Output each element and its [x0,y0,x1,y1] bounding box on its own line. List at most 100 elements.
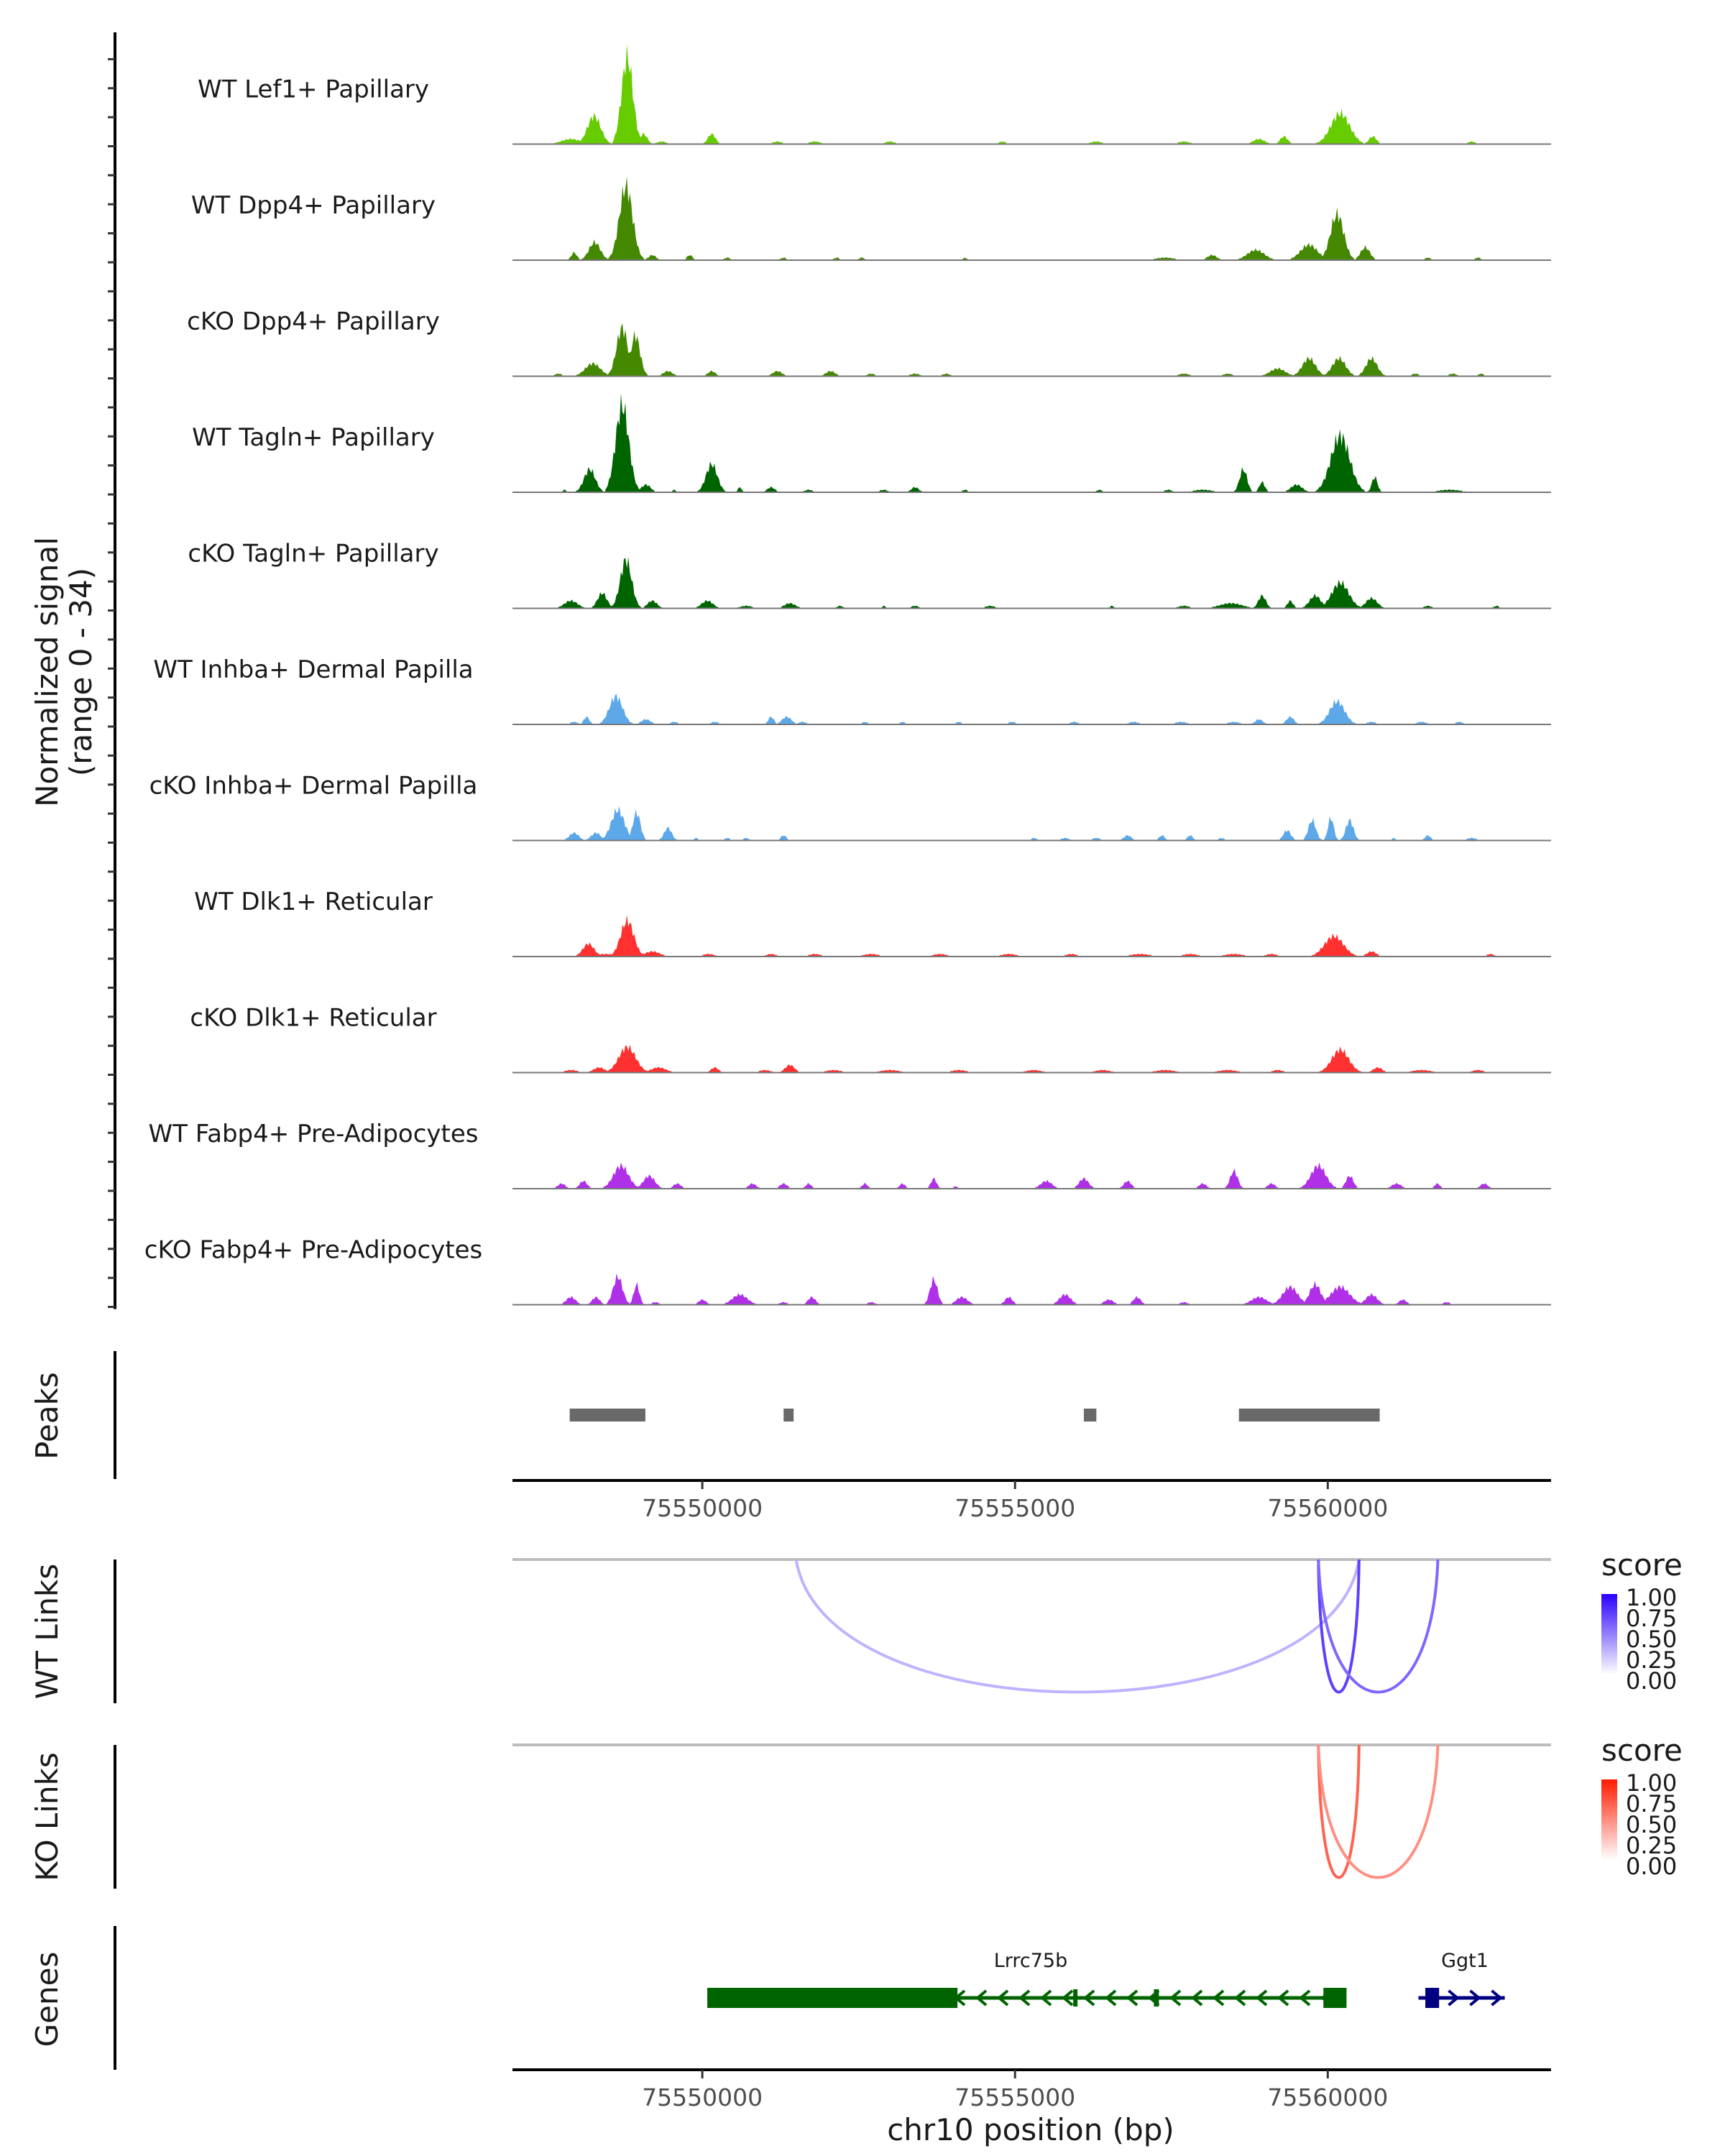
strand-arrow-icon [1233,1989,1246,2007]
strand-arrow-icon [1018,1989,1031,2007]
links-track-label: KO Links [29,1752,65,1881]
link-arc [1317,1559,1440,1694]
coverage-track: WT Dpp4+ Papillary [191,176,1551,261]
coverage-track: WT Lef1+ Papillary [198,44,1551,145]
strand-arrow-icon [1169,1989,1182,2007]
link-arc [1317,1744,1361,1879]
track-label: WT Dpp4+ Papillary [191,191,436,220]
peak-region [1238,1409,1380,1422]
gene-model: Ggt1 [1418,1950,1505,2008]
peak-region [569,1409,645,1422]
gene-exon [1425,1988,1440,2008]
strand-arrow-icon [1082,1989,1095,2007]
strand-arrow-icon [1298,1989,1311,2007]
track-label: cKO Fabp4+ Pre-Adipocytes [144,1236,483,1265]
coverage-track: cKO Inhba+ Dermal Papilla [150,772,1551,842]
coverage-area [512,1273,1551,1305]
coverage-area [512,393,1551,492]
legend-tick-label: 1.00 [1626,1769,1677,1797]
track-label: WT Lef1+ Papillary [198,75,429,104]
track-label: cKO Dpp4+ Papillary [187,308,440,336]
x-tick-label: 75560000 [1267,1494,1388,1522]
strand-arrow-icon [1061,1989,1074,2007]
track-label: cKO Tagln+ Papillary [188,540,438,568]
strand-arrow-icon [975,1989,988,2007]
gene-name: Ggt1 [1441,1950,1489,1972]
coverage-track: cKO Tagln+ Papillary [188,540,1551,609]
legend-tick-label: 0.25 [1626,1832,1677,1859]
x-tick-label: 75560000 [1267,2083,1388,2111]
strand-arrow-icon [1039,1989,1052,2007]
x-axis-upper: 75550000 75555000 75560000 [512,1479,1551,1522]
links-track-label: WT Links [29,1564,65,1699]
track-label: WT Inhba+ Dermal Papilla [153,655,473,684]
legend-tick-label: 0.50 [1626,1626,1677,1653]
strand-arrow-icon [1190,1989,1203,2007]
y-axis-title-line1: Normalized signal [29,537,65,807]
gene-exon [1323,1988,1347,2008]
coverage-track: cKO Fabp4+ Pre-Adipocytes [144,1236,1551,1306]
x-tick-label: 75555000 [954,2083,1075,2111]
coverage-track: WT Dlk1+ Reticular [194,888,1551,957]
legend-tick-label: 0.75 [1626,1790,1677,1818]
track-label: WT Dlk1+ Reticular [194,888,433,916]
x-axis-title: chr10 position (bp) [887,2112,1174,2147]
legend-tick-label: 0.00 [1626,1667,1677,1695]
strand-arrow-icon [1212,1989,1225,2007]
x-tick-label: 75550000 [642,2083,763,2111]
coverage-area [512,1162,1551,1189]
legend-tick-label: 1.00 [1626,1584,1677,1611]
strand-arrow-icon [1276,1989,1289,2007]
y-axis-title: Normalized signal (range 0 - 34) [29,537,98,807]
track-label: WT Tagln+ Papillary [192,423,435,452]
strand-arrow-icon [1104,1989,1117,2007]
legend-title: score [1601,1547,1683,1583]
coverage-track: cKO Dpp4+ Papillary [187,308,1551,377]
coverage-area [512,557,1551,609]
legend-colorbar [1601,1594,1617,1674]
legend-tick-label: 0.75 [1626,1605,1677,1632]
coverage-area [512,44,1551,144]
peak-region [1083,1409,1097,1422]
legend-tick-label: 0.50 [1626,1811,1677,1838]
coverage-area [512,323,1551,377]
link-arc [1317,1744,1440,1879]
x-tick-label: 75555000 [954,1494,1075,1522]
coverage-area [512,1044,1551,1073]
gene-exon [1154,1989,1159,2007]
coverage-area [512,806,1551,841]
genes-track: Genes Lrrc75b Ggt1 [29,1926,1505,2070]
strand-arrow-icon [1126,1989,1138,2007]
link-arc [1317,1559,1361,1694]
gene-model: Lrrc75b [707,1950,1347,2008]
track-label: cKO Inhba+ Dermal Papilla [150,772,478,801]
strand-arrow-icon [1469,1989,1481,2007]
track-label: cKO Dlk1+ Reticular [190,1004,436,1033]
peaks-track-label: Peaks [29,1372,65,1460]
strand-arrow-icon [1491,1989,1503,2007]
peaks-track: Peaks [29,1351,1380,1479]
peak-region [783,1409,794,1422]
coverage-track: WT Tagln+ Papillary [192,393,1551,493]
legend-colorbar [1601,1779,1617,1860]
coverage-area [512,694,1551,724]
track-label: WT Fabp4+ Pre-Adipocytes [149,1120,479,1148]
coverage-area [512,176,1551,260]
coverage-tracks: WT Lef1+ Papillary WT Dpp4+ Papillary cKO … [108,32,1551,1309]
strand-arrow-icon [1255,1989,1268,2007]
link-arc [794,1559,1361,1694]
legend-tick-label: 0.00 [1626,1853,1677,1880]
strand-arrow-icon [1448,1989,1460,2007]
y-axis-title-line2: (range 0 - 34) [63,568,98,776]
coverage-track: WT Fabp4+ Pre-Adipocytes [149,1120,1551,1189]
gene-exon [1073,1989,1078,2007]
x-tick-label: 75550000 [642,1494,763,1522]
legend-title: score [1601,1733,1683,1768]
strand-arrow-icon [996,1989,1009,2007]
gene-exon [707,1988,958,2008]
genes-track-label: Genes [29,1952,65,2047]
